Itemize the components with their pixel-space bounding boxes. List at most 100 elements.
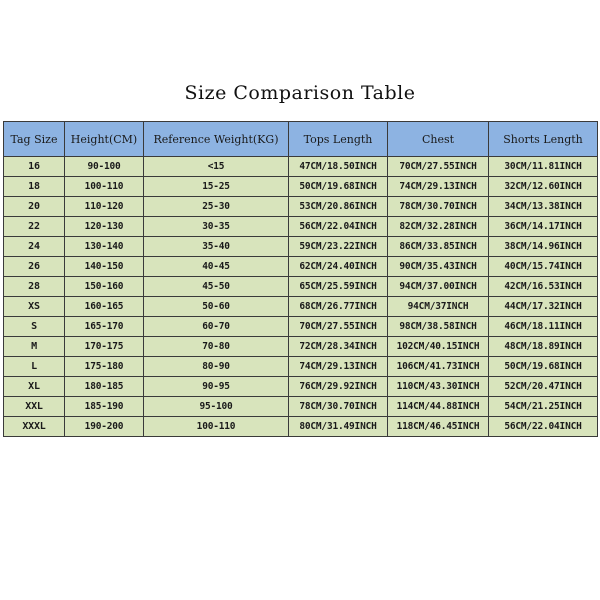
cell-chest: 78CM/30.70INCH — [387, 196, 489, 217]
cell-chest: 98CM/38.58INCH — [387, 316, 489, 337]
table-row: L 175-180 80-90 74CM/29.13INCH 106CM/41.73IN… — [3, 356, 598, 377]
cell-chest: 90CM/35.43INCH — [387, 256, 489, 277]
cell-chest: 94CM/37INCH — [387, 296, 489, 317]
cell-tops-length: 68CM/26.77INCH — [288, 296, 388, 317]
cell-height: 180-185 — [64, 376, 144, 397]
cell-reference-weight: 35-40 — [143, 236, 289, 257]
table-row: 20 110-120 25-30 53CM/20.86INCH 78CM/30.70IN… — [3, 196, 598, 217]
cell-chest: 106CM/41.73INCH — [387, 356, 489, 377]
cell-height: 160-165 — [64, 296, 144, 317]
cell-height: 90-100 — [64, 156, 144, 177]
cell-tag-size: 22 — [3, 216, 65, 237]
header-height: Height(CM) — [64, 121, 144, 157]
cell-tag-size: L — [3, 356, 65, 377]
cell-reference-weight: 90-95 — [143, 376, 289, 397]
cell-tops-length: 78CM/30.70INCH — [288, 396, 388, 417]
cell-tag-size: XXXL — [3, 416, 65, 437]
cell-chest: 82CM/32.28INCH — [387, 216, 489, 237]
cell-tag-size: 28 — [3, 276, 65, 297]
cell-tops-length: 80CM/31.49INCH — [288, 416, 388, 437]
cell-tops-length: 50CM/19.68INCH — [288, 176, 388, 197]
header-reference-weight: Reference Weight(KG) — [143, 121, 289, 157]
cell-tag-size: 20 — [3, 196, 65, 217]
cell-height: 140-150 — [64, 256, 144, 277]
cell-tops-length: 70CM/27.55INCH — [288, 316, 388, 337]
table-row: XXL 185-190 95-100 78CM/30.70INCH 114CM/44.8… — [3, 396, 598, 417]
cell-reference-weight: 60-70 — [143, 316, 289, 337]
cell-tops-length: 62CM/24.40INCH — [288, 256, 388, 277]
cell-tag-size: S — [3, 316, 65, 337]
cell-shorts-length: 46CM/18.11INCH — [488, 316, 598, 337]
table-row: 24 130-140 35-40 59CM/23.22INCH 86CM/33.85IN… — [3, 236, 598, 257]
cell-chest: 86CM/33.85INCH — [387, 236, 489, 257]
cell-height: 110-120 — [64, 196, 144, 217]
cell-tag-size: 26 — [3, 256, 65, 277]
size-comparison-table: Tag Size Height(CM) Reference Weight(KG)… — [3, 121, 598, 437]
cell-chest: 74CM/29.13INCH — [387, 176, 489, 197]
header-tag-size: Tag Size — [3, 121, 65, 157]
cell-chest: 94CM/37.00INCH — [387, 276, 489, 297]
cell-tops-length: 74CM/29.13INCH — [288, 356, 388, 377]
cell-shorts-length: 36CM/14.17INCH — [488, 216, 598, 237]
cell-height: 190-200 — [64, 416, 144, 437]
table-row: XS 160-165 50-60 68CM/26.77INCH 94CM/37INCH 4… — [3, 296, 598, 317]
cell-shorts-length: 30CM/11.81INCH — [488, 156, 598, 177]
cell-tops-length: 59CM/23.22INCH — [288, 236, 388, 257]
table-row: M 170-175 70-80 72CM/28.34INCH 102CM/40.15IN… — [3, 336, 598, 357]
table-row: 28 150-160 45-50 65CM/25.59INCH 94CM/37.00IN… — [3, 276, 598, 297]
cell-shorts-length: 48CM/18.89INCH — [488, 336, 598, 357]
cell-reference-weight: 30-35 — [143, 216, 289, 237]
cell-shorts-length: 34CM/13.38INCH — [488, 196, 598, 217]
cell-reference-weight: 40-45 — [143, 256, 289, 277]
table-row: XXXL 190-200 100-110 80CM/31.49INCH 118CM/46… — [3, 416, 598, 437]
table-row: S 165-170 60-70 70CM/27.55INCH 98CM/38.58INC… — [3, 316, 598, 337]
cell-reference-weight: 80-90 — [143, 356, 289, 377]
table-row: XL 180-185 90-95 76CM/29.92INCH 110CM/43.30I… — [3, 376, 598, 397]
cell-tag-size: 16 — [3, 156, 65, 177]
cell-shorts-length: 32CM/12.60INCH — [488, 176, 598, 197]
cell-shorts-length: 56CM/22.04INCH — [488, 416, 598, 437]
cell-shorts-length: 52CM/20.47INCH — [488, 376, 598, 397]
table-row: 16 90-100 <15 47CM/18.50INCH 70CM/27.55INCH 3… — [3, 156, 598, 177]
cell-height: 170-175 — [64, 336, 144, 357]
header-tops-length: Tops Length — [288, 121, 388, 157]
cell-height: 150-160 — [64, 276, 144, 297]
header-chest: Chest — [387, 121, 489, 157]
cell-tag-size: M — [3, 336, 65, 357]
cell-reference-weight: <15 — [143, 156, 289, 177]
cell-tops-length: 76CM/29.92INCH — [288, 376, 388, 397]
cell-reference-weight: 70-80 — [143, 336, 289, 357]
cell-reference-weight: 95-100 — [143, 396, 289, 417]
cell-reference-weight: 100-110 — [143, 416, 289, 437]
cell-reference-weight: 15-25 — [143, 176, 289, 197]
cell-tag-size: XS — [3, 296, 65, 317]
cell-tops-length: 53CM/20.86INCH — [288, 196, 388, 217]
cell-chest: 118CM/46.45INCH — [387, 416, 489, 437]
cell-shorts-length: 40CM/15.74INCH — [488, 256, 598, 277]
cell-reference-weight: 25-30 — [143, 196, 289, 217]
cell-chest: 102CM/40.15INCH — [387, 336, 489, 357]
cell-tag-size: 24 — [3, 236, 65, 257]
cell-height: 130-140 — [64, 236, 144, 257]
cell-height: 185-190 — [64, 396, 144, 417]
cell-chest: 70CM/27.55INCH — [387, 156, 489, 177]
cell-shorts-length: 42CM/16.53INCH — [488, 276, 598, 297]
page-title: Size Comparison Table — [184, 82, 416, 104]
cell-shorts-length: 38CM/14.96INCH — [488, 236, 598, 257]
cell-tops-length: 47CM/18.50INCH — [288, 156, 388, 177]
cell-tops-length: 56CM/22.04INCH — [288, 216, 388, 237]
table-row: 18 100-110 15-25 50CM/19.68INCH 74CM/29.13IN… — [3, 176, 598, 197]
cell-height: 100-110 — [64, 176, 144, 197]
cell-height: 175-180 — [64, 356, 144, 377]
cell-tag-size: XL — [3, 376, 65, 397]
cell-chest: 114CM/44.88INCH — [387, 396, 489, 417]
cell-chest: 110CM/43.30INCH — [387, 376, 489, 397]
cell-shorts-length: 54CM/21.25INCH — [488, 396, 598, 417]
cell-shorts-length: 50CM/19.68INCH — [488, 356, 598, 377]
table-row: 26 140-150 40-45 62CM/24.40INCH 90CM/35.43IN… — [3, 256, 598, 277]
cell-height: 165-170 — [64, 316, 144, 337]
cell-shorts-length: 44CM/17.32INCH — [488, 296, 598, 317]
table-header-row: Tag Size Height(CM) Reference Weight(KG)… — [3, 121, 598, 157]
cell-tag-size: 18 — [3, 176, 65, 197]
table-row: 22 120-130 30-35 56CM/22.04INCH 82CM/32.28IN… — [3, 216, 598, 237]
